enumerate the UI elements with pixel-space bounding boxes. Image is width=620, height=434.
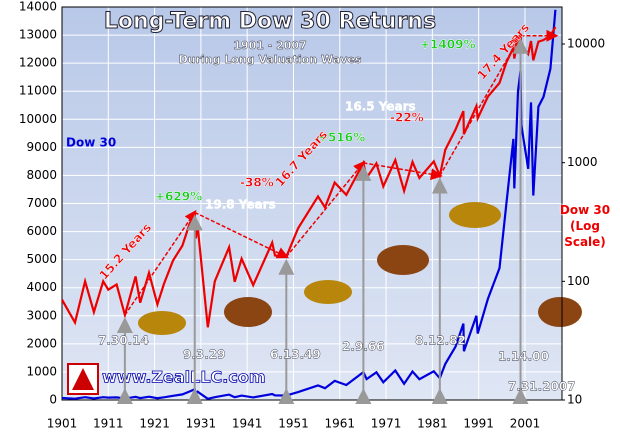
wave-arrow [363,162,443,181]
x-tick-label: 1971 [371,417,402,431]
annotation: 1.14.00 [498,350,549,364]
y-tick-label: 4000 [26,280,57,294]
y-tick-label: 0 [49,393,57,407]
annotation: +1409% [420,38,475,52]
logo-mark [72,368,94,390]
x-tick-label: 1901 [47,417,78,431]
y-tick-label: 9000 [26,140,57,154]
bull-icon [449,202,501,228]
bear-icon [224,297,272,327]
annotation: 7.31.2007 [508,380,576,394]
wave-arrow [124,209,197,316]
x-tick-label: 1981 [417,417,448,431]
annotation: -38% [240,176,274,190]
animal-icons [138,202,582,335]
y2-tick-label: 10000 [567,36,605,50]
y2-tick-label: 10 [567,393,582,407]
y-tick-label: 5000 [26,252,57,266]
x-tick-label: 1931 [186,417,217,431]
y-tick-label: 3000 [26,308,57,322]
y2-tick-label: 1000 [567,155,598,169]
annotation: +629% [155,190,202,204]
bull-icon [138,311,186,335]
x-tick-label: 2001 [510,417,541,431]
y-tick-label: 6000 [26,224,57,238]
x-tick-label: 1961 [325,417,356,431]
x-tick-label: 1951 [278,417,309,431]
y-tick-label: 2000 [26,336,57,350]
y-tick-label: 10000 [19,112,57,126]
y-tick-label: 7000 [26,196,57,210]
wave-arrow [285,160,366,258]
annotation: 2.9.66 [342,340,385,354]
x-tick-label: 1921 [139,417,170,431]
y-tick-label: 11000 [19,84,57,98]
wave-arrow [439,33,523,177]
y-tick-label: 12000 [19,56,57,70]
y2-tick-label: 100 [567,274,590,288]
annotation: 6.13.49 [270,348,321,362]
annotation: +516% [318,131,365,145]
wave-arrow [194,211,290,259]
chart-subtitle: 1901 - 2007 [233,39,306,52]
legend-label: Dow 30 (Log Scale) [559,203,611,249]
x-tick-label: 1991 [463,417,494,431]
source: www.ZealLLC.com [102,368,266,387]
y-tick-label: 8000 [26,168,57,182]
y-tick-label: 13000 [19,28,57,42]
bear-icon [538,297,582,327]
chart-subtitle: During Long Valuation Waves [179,53,362,66]
bear-icon [377,245,429,275]
bull-icon [304,280,352,304]
y-tick-label: 14000 [19,0,57,14]
annotation: 8.12.82 [415,334,466,348]
x-tick-label: 1941 [232,417,263,431]
y-tick-label: 1000 [26,364,57,378]
annotation: 16.5 Years [345,100,416,114]
chart-title: Long-Term Dow 30 Returns [104,9,436,34]
legend-label: Dow 30 [66,136,116,150]
plot-border [61,6,563,401]
annotation: -22% [390,111,424,125]
annotation: 19.8 Years [205,198,276,212]
annotation: 9.3.29 [183,348,226,362]
annotation: 7.30.14 [98,334,149,348]
x-tick-label: 1911 [93,417,124,431]
